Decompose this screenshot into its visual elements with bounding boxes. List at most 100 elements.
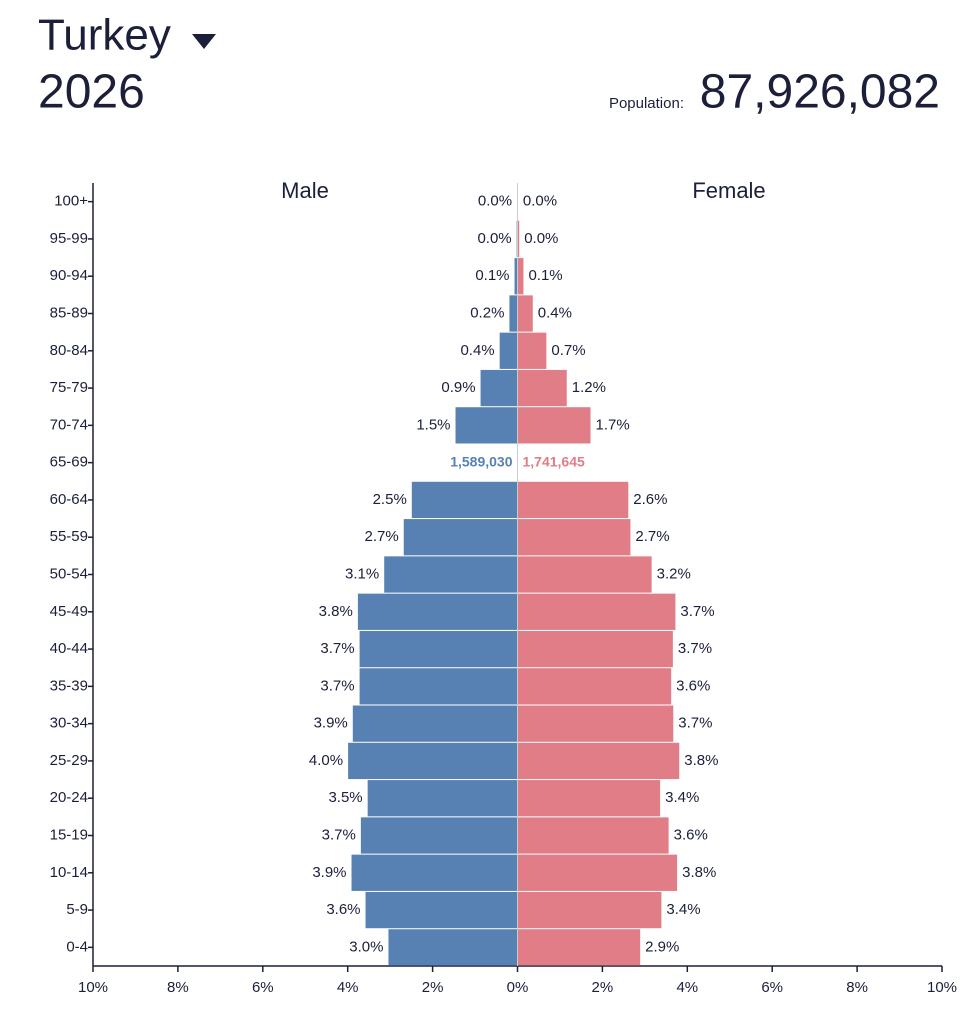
legend-male: Male	[281, 178, 329, 203]
value-label: 0.0%	[524, 230, 558, 247]
bar	[367, 780, 518, 817]
bar	[517, 742, 680, 780]
bar	[517, 630, 673, 668]
y-tick-label: 30-34	[50, 715, 88, 732]
value-label: 4.0%	[309, 752, 343, 769]
bar	[348, 742, 518, 780]
value-label: 1.2%	[572, 379, 606, 396]
hover-label: 1,741,645	[523, 453, 585, 469]
value-label: 3.8%	[684, 752, 718, 769]
x-tick-label: 2%	[422, 979, 444, 996]
x-tick-label: 4%	[676, 979, 698, 996]
value-label: 3.9%	[314, 715, 348, 732]
x-tick-label: 10%	[927, 979, 957, 996]
value-label: 2.7%	[635, 528, 669, 545]
y-tick-label: 80-84	[50, 342, 88, 359]
bar	[517, 705, 674, 742]
x-tick-label: 6%	[252, 979, 274, 996]
bar	[517, 519, 631, 556]
value-label: 0.7%	[551, 342, 585, 359]
y-tick-label: 0-4	[66, 938, 88, 955]
bar	[517, 332, 547, 369]
bar	[517, 780, 661, 817]
value-label: 3.8%	[319, 603, 353, 620]
value-label: 1.7%	[596, 416, 630, 433]
x-tick-label: 4%	[337, 979, 359, 996]
value-label: 3.6%	[674, 826, 708, 843]
value-label: 3.1%	[345, 565, 379, 582]
bar	[517, 220, 520, 258]
value-label: 0.4%	[538, 304, 572, 321]
value-label: 0.1%	[528, 267, 562, 284]
y-tick-label: 55-59	[50, 528, 88, 545]
value-label: 2.7%	[365, 528, 399, 545]
value-label: 3.9%	[312, 864, 346, 881]
bar	[517, 407, 591, 444]
x-tick-label: 8%	[846, 979, 868, 996]
bar	[517, 891, 662, 929]
x-tick-label: 2%	[592, 979, 614, 996]
value-label: 3.6%	[676, 677, 710, 694]
value-label: 3.8%	[682, 864, 716, 881]
bar	[351, 854, 518, 891]
y-tick-label: 50-54	[50, 565, 88, 582]
country[interactable]: Turkey	[38, 11, 171, 60]
value-label: 3.7%	[678, 640, 712, 657]
value-label: 3.4%	[665, 789, 699, 806]
value-label: 1.5%	[416, 416, 450, 433]
y-tick-label: 85-89	[50, 304, 88, 321]
value-label: 3.6%	[326, 901, 360, 918]
year: 2026	[38, 66, 145, 119]
value-label: 0.4%	[460, 342, 494, 359]
value-label: 3.5%	[328, 789, 362, 806]
y-tick-label: 5-9	[66, 901, 88, 918]
bar	[517, 817, 669, 854]
dropdown-arrow[interactable]	[192, 34, 216, 49]
y-tick-label: 60-64	[50, 491, 88, 508]
value-label: 2.9%	[645, 938, 679, 955]
population: 87,926,082	[700, 66, 940, 119]
value-label: 3.4%	[666, 901, 700, 918]
bar	[517, 929, 641, 966]
bar	[352, 705, 518, 742]
y-tick-label: 15-19	[50, 826, 88, 843]
bar	[480, 369, 518, 407]
bar	[365, 891, 518, 929]
bar	[357, 593, 518, 630]
value-label: 0.9%	[441, 379, 475, 396]
bar	[499, 332, 518, 369]
value-label: 3.7%	[320, 677, 354, 694]
value-label: 2.5%	[373, 491, 407, 508]
bar	[517, 668, 672, 705]
x-tick-label: 8%	[167, 979, 189, 996]
y-tick-label: 20-24	[50, 789, 88, 806]
y-tick-label: 25-29	[50, 752, 88, 769]
bar	[388, 929, 518, 966]
bar	[517, 258, 524, 295]
bar	[517, 295, 533, 332]
bar	[403, 519, 518, 556]
x-tick-label: 6%	[761, 979, 783, 996]
y-tick-label: 95-99	[50, 230, 88, 247]
bar	[514, 258, 518, 295]
value-label: 3.7%	[320, 640, 354, 657]
value-label: 3.2%	[657, 565, 691, 582]
y-tick-label: 70-74	[50, 416, 88, 433]
legend-female: Female	[692, 178, 765, 203]
y-tick-label: 90-94	[50, 267, 88, 284]
bar	[509, 295, 518, 332]
hover-label: 1,589,030	[450, 453, 512, 469]
value-label: 0.0%	[523, 193, 557, 210]
bar	[517, 369, 567, 407]
bar	[384, 556, 518, 593]
y-tick-label: 10-14	[50, 864, 88, 881]
y-tick-label: 35-39	[50, 677, 88, 694]
value-label: 0.1%	[475, 267, 509, 284]
value-label: 3.7%	[680, 603, 714, 620]
value-label: 0.0%	[477, 230, 511, 247]
y-tick-label: 75-79	[50, 379, 88, 396]
bar	[455, 407, 518, 444]
population-label: Population:	[609, 95, 684, 112]
